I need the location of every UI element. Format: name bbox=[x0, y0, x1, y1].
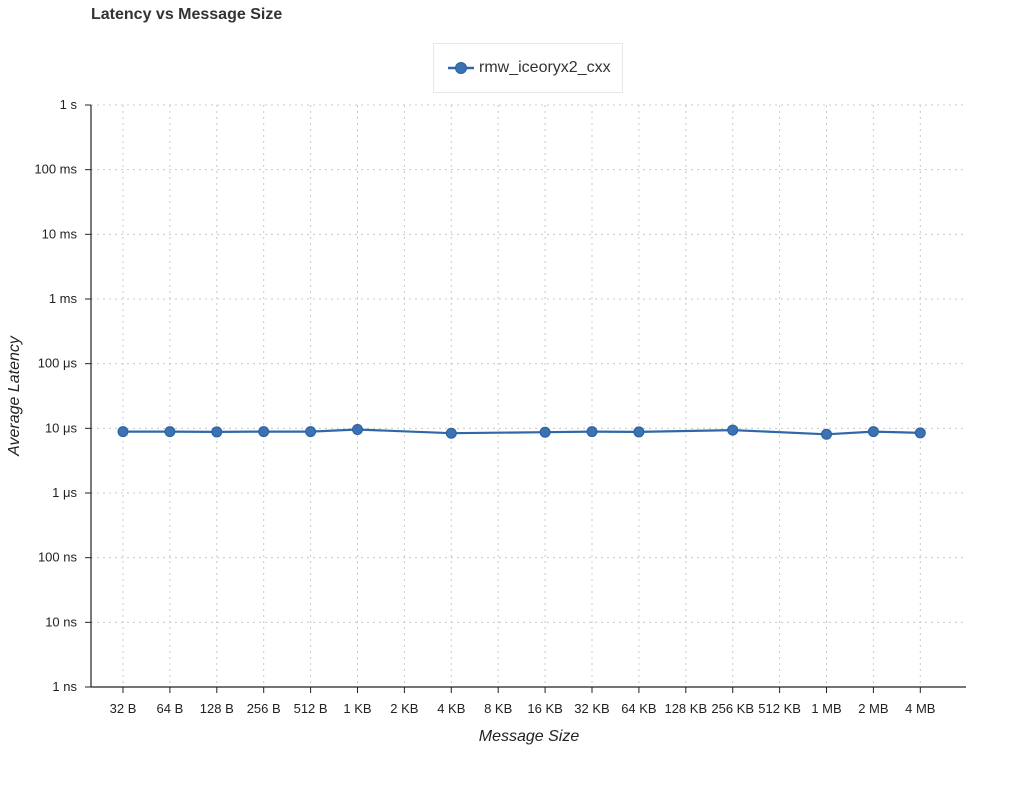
data-point bbox=[586, 426, 598, 438]
x-tick-label: 512 KB bbox=[758, 701, 801, 716]
x-axis-title: Message Size bbox=[478, 728, 580, 745]
y-tick-label: 1 μs bbox=[52, 485, 77, 500]
x-tick-label: 4 KB bbox=[437, 701, 465, 716]
data-point bbox=[914, 427, 926, 439]
y-tick-label: 10 μs bbox=[45, 420, 78, 435]
data-point bbox=[445, 427, 457, 439]
y-tick-label: 1 s bbox=[60, 97, 78, 112]
y-tick-label: 100 ms bbox=[34, 162, 77, 177]
data-point bbox=[539, 426, 551, 438]
chart-title: Latency vs Message Size bbox=[91, 6, 283, 23]
x-tick-label: 128 B bbox=[200, 701, 234, 716]
data-point bbox=[352, 423, 363, 435]
data-point bbox=[305, 426, 317, 438]
x-tick-label: 16 KB bbox=[527, 701, 562, 716]
y-tick-label: 10 ns bbox=[45, 614, 77, 629]
data-point bbox=[258, 426, 270, 438]
y-tick-label: 10 ms bbox=[42, 226, 78, 241]
data-point bbox=[164, 426, 176, 438]
x-tick-label: 4 MB bbox=[905, 701, 935, 716]
legend-label: rmw_iceoryx2_cxx bbox=[479, 59, 611, 76]
x-tick-label: 256 B bbox=[247, 701, 281, 716]
x-tick-label: 512 B bbox=[294, 701, 328, 716]
data-point bbox=[117, 426, 129, 438]
x-tick-label: 2 MB bbox=[858, 701, 888, 716]
x-tick-label: 2 KB bbox=[390, 701, 418, 716]
y-tick-label: 1 ms bbox=[49, 291, 78, 306]
x-tick-label: 1 KB bbox=[343, 701, 371, 716]
y-tick-label: 1 ns bbox=[52, 679, 77, 694]
x-tick-label: 1 MB bbox=[811, 701, 841, 716]
legend-marker-icon bbox=[448, 62, 474, 74]
x-tick-label: 256 KB bbox=[711, 701, 754, 716]
data-point bbox=[633, 426, 645, 438]
x-tick-label: 32 KB bbox=[574, 701, 609, 716]
legend: rmw_iceoryx2_cxx bbox=[433, 43, 623, 93]
x-tick-label: 128 KB bbox=[664, 701, 707, 716]
x-tick-label: 8 KB bbox=[484, 701, 512, 716]
data-point bbox=[867, 426, 879, 438]
data-point bbox=[727, 424, 739, 436]
y-tick-label: 100 μs bbox=[38, 356, 78, 371]
data-point bbox=[211, 426, 223, 438]
data-point bbox=[821, 428, 832, 440]
x-tick-label: 64 B bbox=[157, 701, 184, 716]
x-tick-label: 64 KB bbox=[621, 701, 656, 716]
x-tick-label: 32 B bbox=[110, 701, 137, 716]
y-tick-label: 100 ns bbox=[38, 550, 78, 565]
series-line bbox=[123, 428, 921, 436]
